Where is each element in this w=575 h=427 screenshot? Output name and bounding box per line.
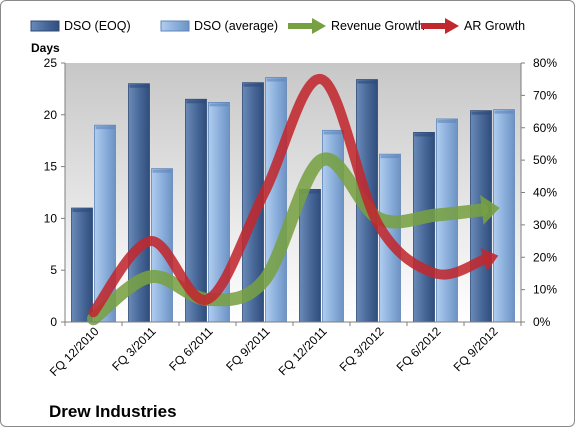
right-axis-tick-label: 60%: [533, 121, 557, 135]
legend-label: Revenue Growth: [331, 19, 425, 33]
left-axis-tick-label: 10: [44, 211, 58, 225]
legend-arrowhead: [445, 18, 459, 34]
bar-top-face: [494, 110, 514, 114]
x-axis-tick-label: FQ 12/2010: [47, 324, 102, 379]
right-axis-tick-label: 30%: [533, 218, 557, 232]
legend-label: DSO (EOQ): [64, 19, 131, 33]
left-axis-tick-label: 20: [44, 108, 58, 122]
bar-dso-eoq: [413, 132, 435, 323]
bar-top-face: [380, 155, 400, 159]
bar-top-face: [357, 80, 377, 84]
x-axis-tick-label: FQ 9/2011: [223, 324, 273, 374]
bar-dso-average: [493, 109, 515, 323]
bar-top-face: [300, 190, 320, 194]
revenue-growth-arrowhead: [480, 195, 500, 225]
line-series-group: [87, 74, 500, 326]
bar-top-face: [129, 84, 149, 88]
legend-swatch: [160, 20, 190, 32]
x-axis-tick-label: FQ 3/2011: [109, 324, 159, 374]
bar-series-group: [71, 77, 515, 323]
bar-top-face: [471, 111, 491, 115]
right-axis-tick-label: 70%: [533, 88, 557, 102]
bar-top-face: [186, 100, 206, 104]
x-axis-tick-label: FQ 3/2012: [337, 324, 387, 374]
bar-top-face: [209, 103, 229, 107]
chart-legend: DSO (EOQ) DSO (average) Revenue Growth AR G…: [30, 18, 525, 34]
right-axis-tick-label: 10%: [533, 283, 557, 297]
x-axis-tick-label: FQ 6/2011: [166, 324, 216, 374]
left-axis-tick-label: 25: [44, 56, 58, 70]
left-axis-title: Days: [31, 41, 60, 55]
bar-top-face: [72, 209, 92, 213]
right-axis-tick-label: 50%: [533, 153, 557, 167]
bar-top-face: [414, 133, 434, 137]
bar-top-face: [437, 119, 457, 123]
x-axis: FQ 12/2010 FQ 3/2011 FQ 6/2011 FQ 9/2011 FQ …: [47, 322, 522, 379]
ar-growth-arrowhead: [480, 248, 499, 272]
bar-top-face: [323, 131, 343, 135]
right-axis-tick-label: 20%: [533, 250, 557, 264]
x-axis-tick-label: FQ 12/2011: [276, 324, 330, 378]
legend-label: DSO (average): [194, 19, 278, 33]
right-axis-tick-label: 0%: [533, 315, 551, 329]
left-axis-tick-label: 5: [50, 263, 57, 277]
left-axis-tick-label: 0: [50, 315, 57, 329]
bar-top-face: [266, 78, 286, 82]
x-axis-tick-label: FQ 6/2012: [394, 324, 444, 374]
right-axis: 0% 10% 20% 30% 40% 50% 60% 70% 80%: [521, 56, 557, 329]
left-axis: 0 5 10 15 20 25: [44, 56, 65, 329]
company-title: Drew Industries: [49, 402, 177, 421]
bar-dso-eoq: [71, 207, 93, 323]
x-axis-tick-label: FQ 9/2012: [451, 324, 501, 374]
legend-arrowhead: [312, 18, 326, 34]
bar-top-face: [243, 83, 263, 87]
legend-swatch: [30, 20, 60, 32]
ar-growth-line: [88, 74, 489, 318]
bar-dso-eoq: [299, 188, 321, 323]
bar-top-face: [95, 126, 115, 130]
left-axis-tick-label: 15: [44, 160, 58, 174]
right-axis-tick-label: 80%: [533, 56, 557, 70]
right-axis-tick-label: 40%: [533, 186, 557, 200]
bar-dso-average: [265, 77, 287, 323]
legend-label: AR Growth: [464, 19, 525, 33]
bar-top-face: [152, 169, 172, 173]
revenue-growth-line: [87, 152, 489, 326]
